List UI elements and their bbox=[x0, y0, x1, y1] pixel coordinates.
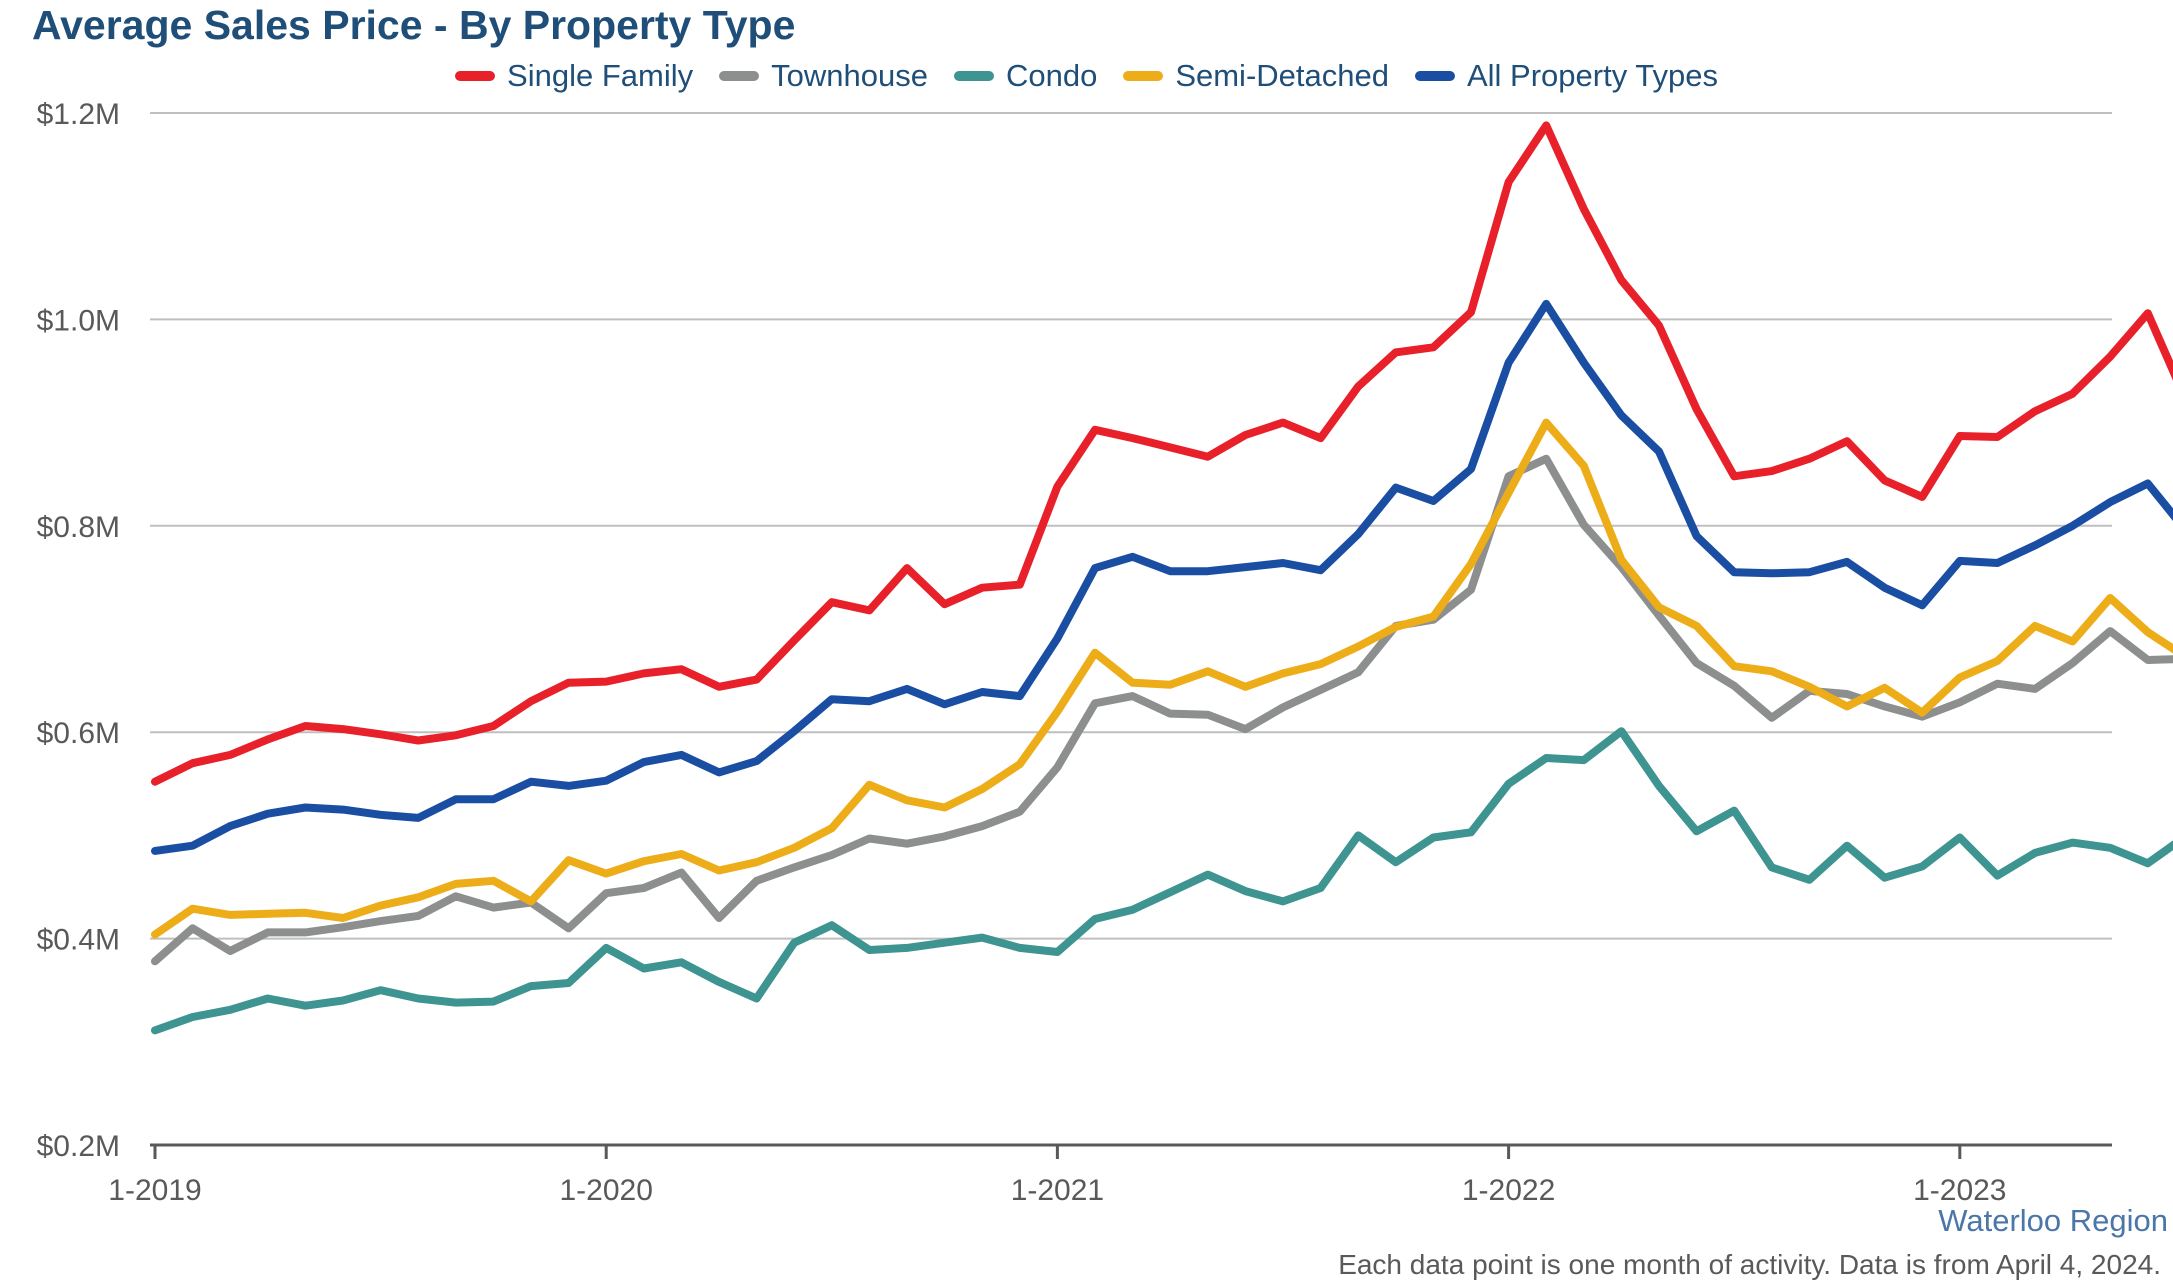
region-note: Waterloo Region bbox=[1938, 1203, 2168, 1238]
y-tick-label: $1.2M bbox=[37, 98, 120, 131]
legend-swatch bbox=[1123, 71, 1164, 81]
footnote: Each data point is one month of activity… bbox=[1338, 1249, 2161, 1280]
legend-item-single-family: Single Family bbox=[455, 58, 693, 94]
y-tick-label: $0.6M bbox=[37, 717, 120, 750]
series-line-all-property-types bbox=[151, 299, 2173, 855]
series-line-single-family bbox=[151, 121, 2173, 786]
y-tick-label: $0.8M bbox=[37, 511, 120, 544]
legend-swatch bbox=[953, 71, 994, 81]
legend-item-townhouse: Townhouse bbox=[719, 58, 928, 94]
y-tick-label: $0.4M bbox=[37, 924, 120, 957]
x-tick-label: 1-2020 bbox=[559, 1174, 652, 1207]
x-tick-label: 1-2021 bbox=[1011, 1174, 1104, 1207]
legend-label: Townhouse bbox=[771, 58, 928, 93]
legend-swatch bbox=[719, 71, 760, 81]
legend-item-semi-detached: Semi-Detached bbox=[1123, 58, 1389, 94]
series-line-townhouse bbox=[151, 454, 2173, 966]
y-tick-label: $1.0M bbox=[37, 304, 120, 337]
chart-legend: Single Family Townhouse Condo Semi-Detached… bbox=[0, 58, 2173, 94]
legend-swatch bbox=[455, 71, 496, 81]
legend-label: All Property Types bbox=[1466, 58, 1718, 93]
chart-title: Average Sales Price - By Property Type bbox=[32, 2, 796, 48]
y-tick-label: $0.2M bbox=[37, 1130, 120, 1163]
x-tick-label: 1-2019 bbox=[108, 1174, 201, 1207]
legend-label: Semi-Detached bbox=[1175, 58, 1389, 93]
series-line-semi-detached bbox=[151, 418, 2173, 939]
legend-label: Single Family bbox=[507, 58, 694, 93]
series-line-condo bbox=[151, 727, 2173, 1035]
legend-label: Condo bbox=[1005, 58, 1098, 93]
x-tick-label: 1-2022 bbox=[1462, 1174, 1555, 1207]
legend-item-all-property-types: All Property Types bbox=[1414, 58, 1718, 94]
legend-swatch bbox=[1414, 71, 1455, 81]
legend-item-condo: Condo bbox=[953, 58, 1098, 94]
x-tick-label: 1-2023 bbox=[1913, 1174, 2006, 1207]
